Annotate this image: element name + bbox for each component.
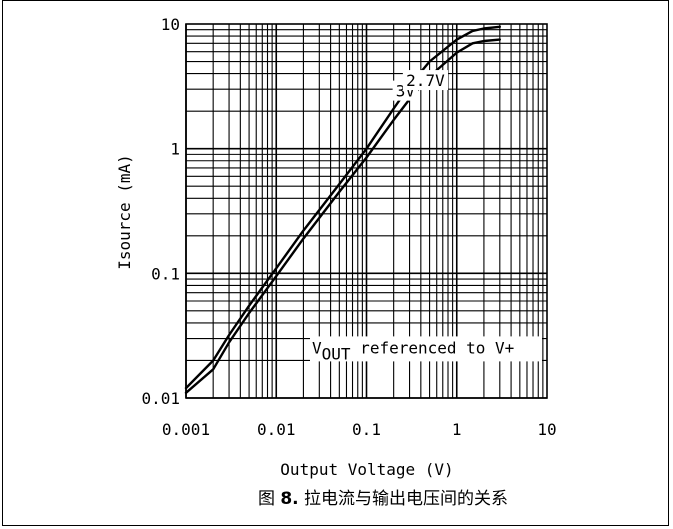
annotation-prefix: V: [312, 338, 322, 357]
y-tick-label: 1: [170, 140, 180, 159]
x-tick-label: 0.1: [352, 420, 381, 439]
x-tick-label: 0.01: [257, 420, 296, 439]
series-label-background: [402, 70, 449, 91]
annotation-text: VOUT referenced to V+: [312, 338, 514, 363]
annotation-subscript: OUT: [322, 344, 351, 363]
x-axis-title: Output Voltage (V): [280, 460, 453, 479]
x-tick-label: 10: [537, 420, 556, 439]
x-tick-label: 1: [452, 420, 462, 439]
plot-border: [185, 23, 548, 399]
series-label-text: 2.7V: [406, 71, 445, 90]
series-line-3v: [184, 25, 501, 390]
figure-caption: 图 8. 拉电流与输出电压间的关系: [258, 489, 508, 509]
annotation-suffix: referenced to V+: [351, 338, 515, 357]
annotation-vout: VOUT referenced to V+: [310, 336, 542, 363]
annotation-background: [310, 336, 542, 362]
y-axis-title: Isource (mA): [115, 154, 134, 270]
series-label-2-7v: 2.7V: [402, 70, 449, 91]
y-tick-label: 0.1: [151, 264, 180, 283]
y-tick-label: 0.01: [141, 389, 180, 408]
x-tick-label: 0.001: [162, 420, 210, 439]
tick-labels: 0.001 0.01 0.1 1 10 0.01 0.1 1 10: [141, 15, 556, 439]
series-line-2-7v: [184, 38, 501, 394]
caption-prefix: 图: [258, 489, 280, 509]
caption-text: 拉电流与输出电压间的关系: [299, 489, 508, 509]
caption-number: 8.: [280, 489, 298, 509]
y-tick-label: 10: [161, 15, 180, 34]
